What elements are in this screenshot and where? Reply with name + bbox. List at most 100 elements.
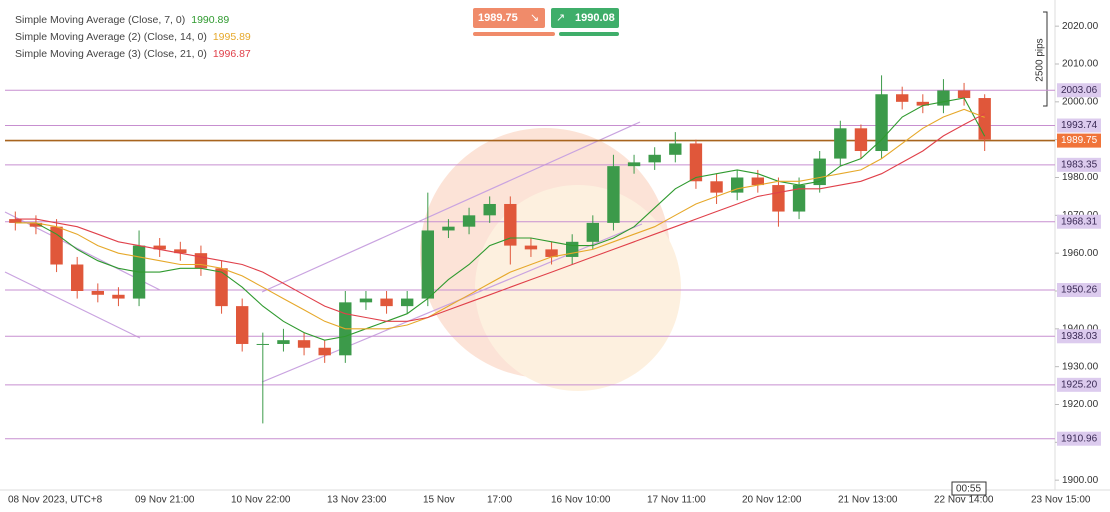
candle-body <box>71 264 84 291</box>
candle-body <box>215 268 228 307</box>
x-tick-label: 08 Nov 2023, UTC+8 <box>8 495 103 506</box>
y-tick-label: 1920.00 <box>1062 399 1099 410</box>
x-tick-label: 22 Nov 14:00 <box>934 495 994 506</box>
candle-body <box>978 98 991 140</box>
candle-body <box>607 166 620 223</box>
candle-body <box>731 177 744 193</box>
candle-body <box>277 340 290 344</box>
buy-bar <box>559 32 619 36</box>
level-tag <box>1057 329 1101 344</box>
y-tick-label: 2000.00 <box>1062 96 1099 107</box>
level-tag <box>1057 214 1101 229</box>
candle-body <box>854 128 868 152</box>
x-tick-label: 17 Nov 11:00 <box>647 495 706 506</box>
candle-body <box>896 94 909 102</box>
candle-body <box>421 230 434 299</box>
level-tag <box>1057 431 1101 446</box>
ma-line <box>15 108 985 330</box>
x-tick-label: 10 Nov 22:00 <box>231 495 291 506</box>
ma-line <box>15 97 986 341</box>
ma-line <box>15 113 985 322</box>
candle-body <box>937 90 950 106</box>
legend: Simple Moving Average (Close, 7, 0) 1990.… <box>15 14 251 60</box>
candle-body <box>174 249 187 254</box>
candle-body <box>462 215 476 227</box>
candle-body <box>401 298 414 307</box>
x-tick-label: 16 Nov 10:00 <box>551 495 611 506</box>
sell-price: 1989.75 <box>478 12 518 24</box>
range-bracket: 2500 pips <box>1035 11 1048 107</box>
candle-body <box>359 298 373 303</box>
legend-entry: Simple Moving Average (2) (Close, 14, 0) <box>15 31 207 43</box>
x-tick-label: 13 Nov 23:00 <box>327 495 387 506</box>
candle-body <box>194 253 208 269</box>
candle-body <box>524 245 538 250</box>
legend-entry: Simple Moving Average (3) (Close, 21, 0) <box>15 48 207 60</box>
sell-button[interactable] <box>473 8 545 28</box>
trade-buttons[interactable]: 1989.75 ↘ ↗ 1990.08 <box>473 8 619 36</box>
sell-bar <box>473 32 555 36</box>
y-tick-label: 1930.00 <box>1062 361 1099 372</box>
candle-body <box>297 340 311 348</box>
y-tick-label: 1980.00 <box>1062 172 1099 183</box>
candle-body <box>29 222 43 227</box>
bid-label: 1989.75 <box>1061 135 1098 146</box>
range-annotation: 2500 pips <box>1035 38 1046 81</box>
buy-price: 1990.08 <box>575 12 615 24</box>
candle-body <box>504 203 517 246</box>
y-tick-label: 1900.00 <box>1062 475 1099 486</box>
x-tick-label: 09 Nov 21:00 <box>135 495 195 506</box>
level-label: 1925.20 <box>1061 379 1098 390</box>
level-tag <box>1057 157 1101 172</box>
candle-body <box>112 294 125 299</box>
candle-body <box>751 177 764 186</box>
level-label: 1968.31 <box>1061 216 1098 227</box>
x-tick-label: 17:00 <box>487 495 512 506</box>
y-tick-label: 2020.00 <box>1062 21 1099 32</box>
x-tick-label: 23 Nov 15:00 <box>1031 495 1091 506</box>
candle-body <box>9 219 22 223</box>
trend-lines <box>4 121 643 383</box>
level-label: 1950.26 <box>1061 285 1098 296</box>
x-tick-label: 21 Nov 13:00 <box>838 495 898 506</box>
sell-arrow: ↘ <box>530 12 539 24</box>
candle-body <box>772 185 785 212</box>
bid-tag <box>1057 133 1101 148</box>
candle-body <box>957 90 971 99</box>
candle-body <box>236 306 249 344</box>
candle-body <box>669 143 682 155</box>
candle-body <box>483 203 496 216</box>
x-tick-label: 20 Nov 12:00 <box>742 495 802 506</box>
level-label: 1910.96 <box>1061 433 1098 444</box>
y-tick-label: 1940.00 <box>1062 323 1099 334</box>
candle-body <box>627 162 641 167</box>
candle-body <box>153 245 166 250</box>
level-label: 1983.35 <box>1061 159 1098 170</box>
x-tick-label: 15 Nov <box>423 495 455 506</box>
candle-body <box>256 343 269 345</box>
legend-entry: Simple Moving Average (Close, 7, 0) <box>15 14 185 26</box>
countdown: 00:55 <box>956 484 981 495</box>
candle-body <box>545 249 558 257</box>
candle-body <box>586 222 599 242</box>
buy-arrow: ↗ <box>556 12 565 24</box>
candle-body <box>710 181 723 193</box>
y-tick-label: 1960.00 <box>1062 248 1099 259</box>
plot: 1900.001910.001920.001930.001940.001950.… <box>5 21 1101 506</box>
level-label: 2003.06 <box>1061 85 1098 96</box>
candle-body <box>380 298 393 307</box>
candle-body <box>875 94 888 152</box>
buy-button[interactable] <box>551 8 619 28</box>
candle-body <box>91 290 104 295</box>
candle-body <box>318 347 331 356</box>
candle-body <box>834 128 847 159</box>
candle-body <box>648 154 661 163</box>
y-tick-label: 2010.00 <box>1062 59 1099 70</box>
level-label: 1938.03 <box>1061 331 1098 342</box>
candle-body <box>442 226 455 231</box>
legend-value: 1990.89 <box>191 14 229 26</box>
legend-value: 1996.87 <box>213 48 251 60</box>
candle-body <box>689 143 703 182</box>
candle-body <box>916 101 929 106</box>
